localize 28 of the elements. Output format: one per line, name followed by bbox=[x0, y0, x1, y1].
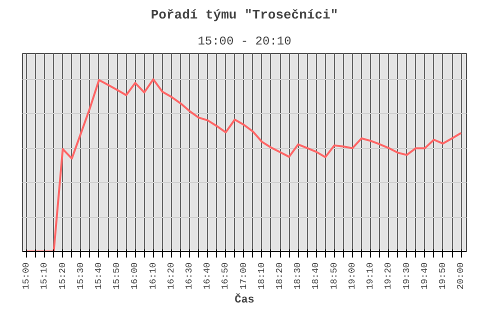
chart-title: Pořadí týmu "Trosečníci" bbox=[150, 8, 338, 22]
x-tick-label: 15:00 bbox=[22, 262, 32, 290]
x-tick-label: 19:00 bbox=[347, 262, 358, 290]
x-tick-label: 19:20 bbox=[384, 262, 394, 290]
x-tick-label: 18:30 bbox=[293, 262, 304, 290]
x-tick-label: 15:50 bbox=[112, 262, 122, 290]
x-tick-label: 16:40 bbox=[202, 262, 213, 290]
x-tick-label: 20:00 bbox=[456, 262, 466, 290]
x-tick-label: 18:20 bbox=[275, 262, 286, 290]
x-tick-label: 16:30 bbox=[184, 262, 195, 290]
x-tick-label: 16:00 bbox=[130, 262, 140, 290]
x-tick-label: 18:50 bbox=[329, 262, 340, 290]
x-tick-label: 15:40 bbox=[94, 262, 104, 290]
chart-subtitle: 15:00 - 20:10 bbox=[198, 34, 292, 48]
x-tick-label: 16:10 bbox=[148, 262, 158, 290]
x-tick-label: 19:10 bbox=[366, 262, 376, 290]
x-tick-label: 18:40 bbox=[311, 262, 322, 290]
x-tick-label: 17:00 bbox=[238, 262, 249, 290]
x-tick-label: 15:10 bbox=[40, 262, 50, 290]
x-tick-label: 16:20 bbox=[166, 262, 176, 290]
x-axis-title: Čas bbox=[234, 292, 254, 307]
x-tick-label: 19:40 bbox=[420, 262, 430, 290]
x-tick-label: 19:30 bbox=[402, 262, 412, 290]
x-tick-label: 18:10 bbox=[256, 262, 267, 290]
x-tick-label: 19:50 bbox=[438, 262, 448, 290]
x-tick-label: 15:30 bbox=[76, 262, 86, 290]
x-tick-label: 16:50 bbox=[220, 262, 231, 290]
x-tick-label: 15:20 bbox=[58, 262, 68, 290]
